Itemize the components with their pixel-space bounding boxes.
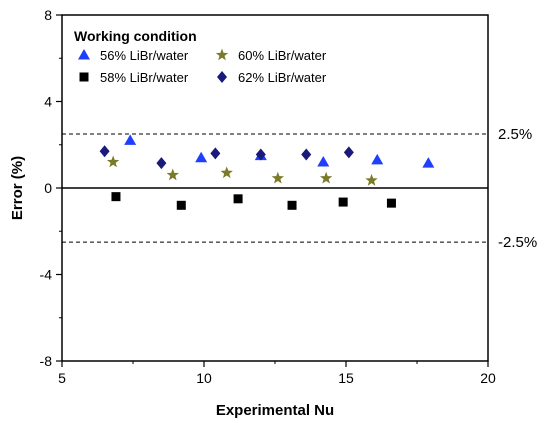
data-point xyxy=(220,166,233,179)
data-point xyxy=(195,151,208,163)
y-tick-label: 8 xyxy=(44,7,52,23)
x-tick-label: 15 xyxy=(338,370,354,386)
legend-title: Working condition xyxy=(74,28,197,44)
data-point xyxy=(99,145,110,158)
data-point xyxy=(255,148,266,161)
y-tick-label: -8 xyxy=(40,353,53,369)
legend-label: 62% LiBr/water xyxy=(238,70,327,85)
legend-label: 60% LiBr/water xyxy=(238,48,327,63)
y-tick-label: 0 xyxy=(44,180,52,196)
data-points xyxy=(99,134,435,210)
legend-marker xyxy=(217,71,227,83)
data-point xyxy=(371,153,384,165)
series-star xyxy=(106,155,378,186)
data-point xyxy=(111,192,121,202)
series-square xyxy=(111,192,396,210)
series-triangle xyxy=(124,134,435,168)
axis-ticks: 5 10 15 20 -8 -4 0 4 8 xyxy=(40,7,496,386)
data-point xyxy=(343,146,354,159)
data-point xyxy=(210,147,221,160)
data-point xyxy=(166,168,179,181)
legend-label: 58% LiBr/water xyxy=(100,70,189,85)
x-tick-label: 5 xyxy=(58,370,66,386)
reference-lines: 2.5% -2.5% xyxy=(62,126,537,251)
y-axis-title: Error (%) xyxy=(9,156,26,220)
data-point xyxy=(156,157,167,170)
data-point xyxy=(287,200,297,210)
x-axis-title: Experimental Nu xyxy=(216,402,334,419)
series-diamond xyxy=(99,145,354,170)
data-point xyxy=(319,171,333,184)
legend-marker xyxy=(79,72,89,82)
data-point xyxy=(338,197,348,207)
x-tick-label: 10 xyxy=(196,370,212,386)
legend-marker xyxy=(78,49,90,60)
x-tick-label: 20 xyxy=(480,370,496,386)
legend: Working condition 56% LiBr/water 60% LiBr… xyxy=(74,28,327,85)
y-tick-label: -4 xyxy=(40,267,53,283)
reference-line-label: -2.5% xyxy=(498,234,537,251)
data-point xyxy=(124,134,137,145)
data-point xyxy=(271,171,285,184)
legend-marker xyxy=(215,48,229,61)
data-point xyxy=(176,200,186,210)
legend-label: 56% LiBr/water xyxy=(100,48,189,63)
data-point xyxy=(301,148,312,161)
data-point xyxy=(233,194,243,204)
data-point xyxy=(106,155,120,168)
y-tick-label: 4 xyxy=(44,94,52,110)
data-point xyxy=(365,173,378,186)
reference-line-label: 2.5% xyxy=(498,126,532,143)
data-point xyxy=(317,156,330,167)
data-point xyxy=(422,157,435,168)
data-point xyxy=(386,198,396,208)
